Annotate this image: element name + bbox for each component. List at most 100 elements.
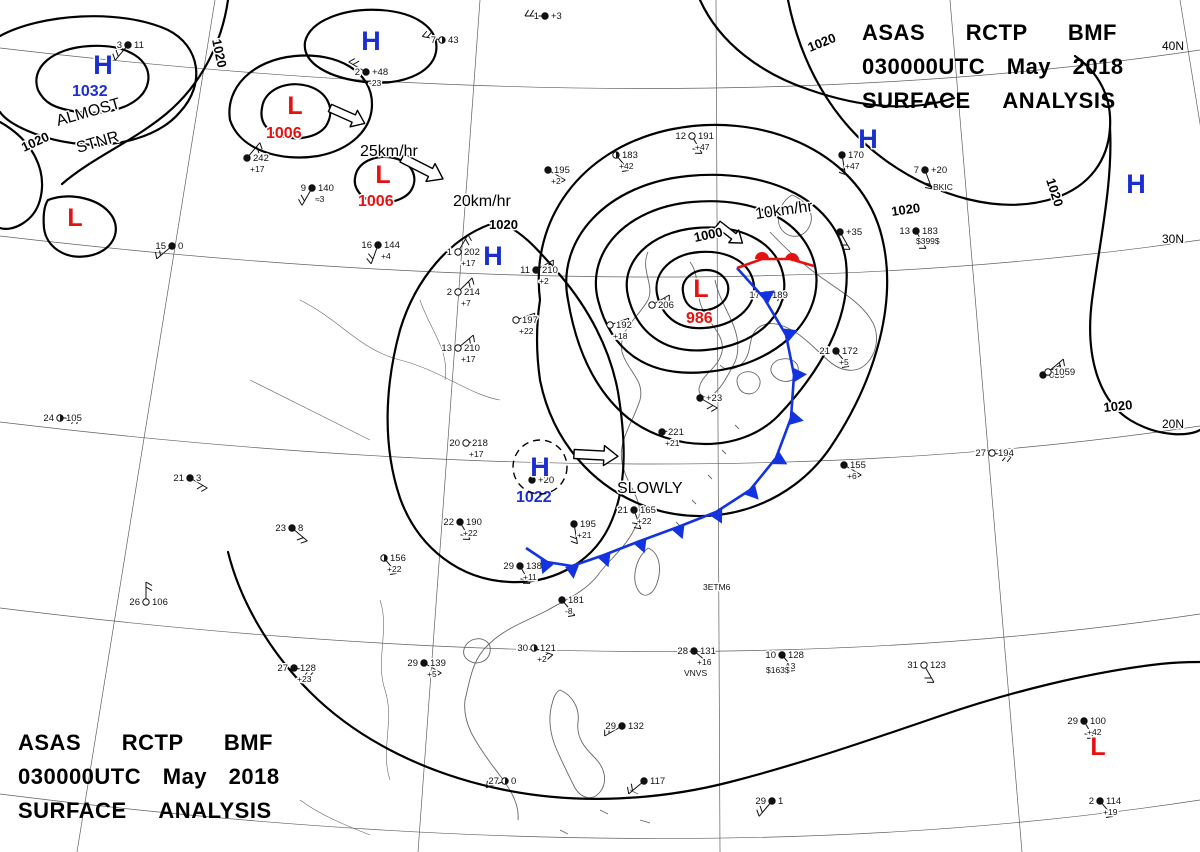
wind-barb-tick	[1006, 456, 1013, 463]
coastline-segment	[770, 358, 799, 382]
cold-front-triangle	[793, 368, 807, 382]
station-pressure-value: 192	[616, 320, 632, 331]
wind-barb-tick	[200, 487, 208, 492]
station-tendency-value: +17	[461, 354, 476, 364]
isobar	[228, 54, 374, 159]
wind-barb-tick	[837, 166, 845, 171]
station-plot: 13 183	[898, 225, 939, 249]
station-tendency-value: +6	[847, 471, 857, 481]
wind-barb-tick	[569, 535, 577, 540]
isobar	[594, 200, 818, 374]
cloud-cover-symbol	[618, 722, 626, 730]
station-pressure-value: 0	[178, 241, 183, 252]
station-plot: 29 1	[754, 795, 785, 817]
isobar-value-label: 1020	[1043, 176, 1066, 208]
station-tendency-value: +18	[613, 331, 628, 341]
station-plot: 206	[648, 294, 675, 313]
station-tendency-value: +2	[537, 654, 547, 664]
station-plot: 29 138+11	[502, 560, 543, 584]
parallel-line	[0, 421, 1200, 465]
station-pressure-value: 218	[472, 438, 488, 449]
station-plot: 29 132	[604, 720, 645, 737]
movement-speed-label: STNR	[74, 128, 121, 156]
station-tendency-value: +22	[463, 528, 478, 538]
station-temperature: 30	[517, 643, 528, 654]
wind-barb-tick	[1062, 359, 1065, 367]
wind-barb-tick	[145, 586, 153, 591]
station-pressure-value: 210	[464, 343, 480, 354]
wind-barb-tick	[570, 540, 578, 545]
station-plot: 2 +48-23	[348, 58, 390, 90]
station-plot: 221+21	[658, 426, 685, 450]
station-plot: 155+6	[840, 459, 867, 483]
station-tendency-value: +19	[1103, 807, 1118, 817]
high-center-symbol: H	[530, 452, 550, 482]
pressure-center-value: 1022	[516, 489, 552, 506]
movement-arrow	[327, 103, 366, 128]
wind-barb-tick	[698, 660, 706, 664]
station-temperature: 2	[355, 67, 360, 78]
meridian-line	[417, 0, 481, 852]
wind-barb-tick	[348, 58, 356, 63]
wind-barb-tick	[1105, 815, 1113, 818]
cold-front-triangle	[540, 559, 554, 575]
pressure-center-value: 1006	[266, 125, 302, 142]
wind-barb-tick	[158, 248, 162, 256]
station-tendency-value: -8	[565, 606, 573, 616]
station-plot: 181-8	[558, 594, 585, 618]
wind-barb-tick	[145, 581, 153, 586]
wind-barb-tick	[558, 179, 566, 184]
station-plot: 117	[627, 775, 667, 795]
coastline-segment	[634, 547, 660, 596]
station-plot: 21 3	[172, 472, 208, 492]
station-temperature: 29	[605, 721, 616, 732]
wind-barb-tick	[259, 142, 263, 150]
station-plot: 2 214+7	[445, 277, 481, 310]
chart-title-bottom-left: ASAS RCTP BMF 030000UTC May 2018 SURFACE…	[18, 726, 280, 828]
wind-barb-tick	[300, 194, 305, 202]
wind-barb-tick	[1058, 362, 1062, 370]
latitude-label: 40N	[1162, 39, 1184, 53]
station-temperature: 29	[1067, 716, 1078, 727]
wind-barb-tick	[477, 440, 482, 448]
station-plot: 29 100+42	[1066, 715, 1107, 739]
cloud-cover-symbol	[988, 449, 996, 457]
station-plot: 183+42	[612, 149, 639, 173]
station-pressure-value: 195	[580, 519, 596, 530]
station-pressure-value: +20	[538, 475, 554, 486]
cold-front-triangle	[783, 328, 799, 342]
station-pressure-value: 206	[658, 300, 674, 311]
low-center-symbol: L	[287, 92, 302, 120]
station-tendency-value: -23	[369, 78, 382, 88]
cloud-cover-symbol	[532, 266, 540, 274]
isobar	[625, 226, 786, 352]
station-temperature: 9	[301, 183, 306, 194]
cloud-cover-half	[384, 554, 388, 562]
station-pressure-value: 138	[526, 561, 542, 572]
cloud-cover-symbol	[558, 596, 566, 604]
station-pressure-value: +23	[706, 393, 722, 404]
title-line-datetime: 030000UTC May 2018	[18, 764, 280, 789]
station-tendency-value: +17	[469, 449, 484, 459]
wind-barb-tick	[841, 365, 849, 368]
cold-front-triangle	[789, 411, 804, 425]
cloud-cover-symbol	[840, 461, 848, 469]
station-tendency-value: +22	[637, 516, 652, 526]
station-plot: 16 144+4	[360, 239, 401, 265]
station-pressure-value: 189	[772, 290, 788, 301]
wind-barb-tick	[838, 361, 846, 365]
wind-barb-tick	[115, 49, 119, 57]
wind-barb-tick	[71, 417, 76, 425]
pressure-center-value: 1032	[72, 83, 108, 100]
station-pressure-value: 202	[464, 247, 480, 258]
station-plot: 195+2	[544, 164, 571, 188]
wind-barb-tick	[465, 238, 470, 246]
wind-barb-tick	[155, 251, 158, 259]
cloud-cover-symbol	[456, 518, 464, 526]
cloud-cover-symbol	[308, 184, 316, 192]
wind-barb-tick	[542, 652, 549, 658]
cloud-cover-symbol	[836, 228, 844, 236]
cloud-cover-symbol	[912, 227, 920, 235]
warm-front-semicircle	[755, 252, 769, 259]
